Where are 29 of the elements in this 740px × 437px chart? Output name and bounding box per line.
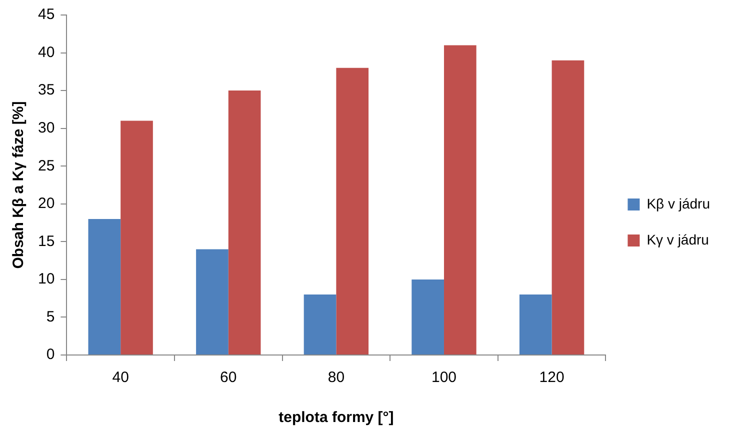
bar [412,279,444,354]
bar [228,90,261,354]
x-tick-label: 80 [328,369,345,386]
bar [444,45,476,354]
bar [196,249,228,354]
legend-label: Kγ v jádru [646,231,709,248]
bar [304,294,336,354]
y-tick-label: 10 [38,270,55,288]
bar [552,60,584,354]
x-tick-label: 60 [220,369,237,386]
legend-label: Kβ v jádru [646,195,710,212]
x-axis-title: teplota formy [°] [278,409,394,426]
bar [120,120,153,354]
x-tick-label: 120 [539,369,564,386]
bar [519,294,552,354]
y-tick-label: 20 [38,195,55,212]
x-tick-label: 100 [431,369,457,386]
y-tick-label: 25 [38,157,55,174]
y-tick-label: 35 [38,82,55,99]
bar [88,219,121,354]
y-tick-label: 0 [46,346,55,364]
y-tick-label: 15 [38,232,55,250]
y-tick-label: 40 [38,44,55,61]
y-tick-label: 45 [38,6,55,24]
x-tick-label: 40 [112,369,129,386]
bar [336,68,369,354]
y-tick-label: 30 [38,119,55,136]
y-tick-label: 5 [46,308,55,326]
y-axis-title: Obsah Kβ a Kγ fáze [%] [10,101,28,269]
